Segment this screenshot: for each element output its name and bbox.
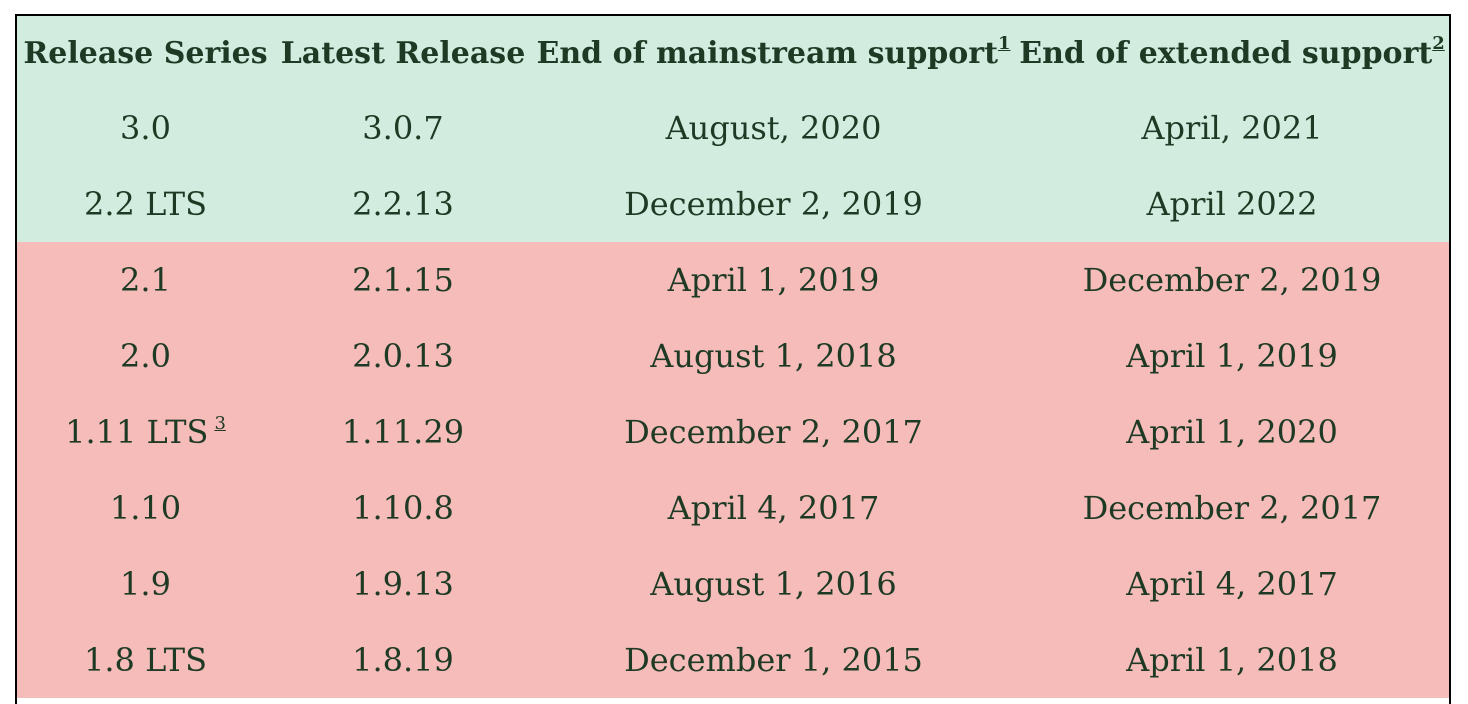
cell-release-series: 2.1 [17,242,274,318]
cell-release-series-text: 2.0 [120,337,171,375]
cell-end-extended-text: April 1, 2020 [1126,413,1338,451]
cell-latest-release-text: 2.1.15 [352,261,454,299]
cell-end-extended-text: April 1, 2019 [1126,337,1338,375]
cell-end-mainstream-text: December 2, 2017 [624,413,923,451]
cell-release-series-text: 2.2 LTS [84,185,207,223]
cell-end-extended: April 2022 [1015,166,1449,242]
cell-end-extended-text: December 2, 2017 [1082,489,1382,527]
cell-end-mainstream-text: August 1, 2018 [650,337,897,375]
cell-end-extended: April 1, 2019 [1015,318,1449,394]
header-end-mainstream-support: End of mainstream support1 [532,16,1015,90]
cell-latest-release-text: 1.11.29 [341,413,465,451]
cell-end-mainstream-text: August 1, 2016 [650,565,897,603]
cell-end-mainstream-text: August, 2020 [665,109,882,147]
cell-end-extended: December 2, 2019 [1015,242,1449,318]
cell-release-series-text: 1.8 LTS [84,641,207,679]
table-row: 2.0 2.0.13 August 1, 2018 April 1, 2019 [17,318,1449,394]
cell-latest-release: 1.11.29 [274,394,532,470]
cell-latest-release: 2.1.15 [274,242,532,318]
cell-end-extended: April 1, 2020 [1015,394,1449,470]
cell-end-extended-text: April 1, 2018 [1126,641,1338,679]
cell-release-series: 1.9 [17,546,274,622]
cell-end-extended-text: December 2, 2019 [1082,261,1382,299]
table-row: 2.1 2.1.15 April 1, 2019 December 2, 2019 [17,242,1449,318]
cell-end-extended: December 2, 2017 [1015,470,1449,546]
cell-release-series-text: 3.0 [120,109,171,147]
cell-end-mainstream: August 1, 2018 [532,318,1015,394]
table-row: 1.10 1.10.8 April 4, 2017 December 2, 2017 [17,470,1449,546]
cell-end-extended-text: April 2022 [1146,185,1318,223]
cell-end-extended: April 1, 2018 [1015,622,1449,698]
footnote-link-3[interactable]: 3 [214,413,226,434]
cell-end-mainstream-text: April 1, 2019 [667,261,880,299]
cell-end-mainstream-text: April 4, 2017 [667,489,880,527]
cell-latest-release-text: 3.0.7 [362,109,444,147]
table-row: 1.9 1.9.13 August 1, 2016 April 4, 2017 [17,546,1449,622]
release-table-frame: Release Series Latest Release End of mai… [15,14,1451,704]
footnote-link-2[interactable]: 2 [1432,32,1445,54]
cell-latest-release: 1.10.8 [274,470,532,546]
cell-latest-release: 1.9.13 [274,546,532,622]
header-release-series: Release Series [17,16,274,90]
cell-release-series: 2.0 [17,318,274,394]
cell-end-mainstream: August, 2020 [532,90,1015,166]
cell-latest-release: 3.0.7 [274,90,532,166]
cell-release-series: 3.0 [17,90,274,166]
cell-latest-release-text: 2.2.13 [352,185,454,223]
header-latest-release: Latest Release [274,16,532,90]
cell-latest-release: 2.0.13 [274,318,532,394]
cell-release-series: 1.10 [17,470,274,546]
cell-end-mainstream-text: December 2, 2019 [624,185,923,223]
cell-end-extended: April, 2021 [1015,90,1449,166]
cell-release-series-text: 1.10 [109,489,182,527]
header-end-extended-support: End of extended support2 [1015,16,1449,90]
table-header-row: Release Series Latest Release End of mai… [17,16,1449,90]
cell-release-series: 2.2 LTS [17,166,274,242]
cell-end-mainstream: April 4, 2017 [532,470,1015,546]
cell-release-series-text: 2.1 [120,261,171,299]
cell-release-series: 1.11 LTS 3 [17,394,274,470]
cell-end-mainstream: December 2, 2019 [532,166,1015,242]
cell-end-mainstream-text: December 1, 2015 [624,641,923,679]
cell-release-series: 1.8 LTS [17,622,274,698]
table-row: 3.0 3.0.7 August, 2020 April, 2021 [17,90,1449,166]
cell-end-mainstream: December 1, 2015 [532,622,1015,698]
cell-latest-release-text: 2.0.13 [352,337,454,375]
cell-end-extended-text: April, 2021 [1141,109,1323,147]
cell-end-mainstream: December 2, 2017 [532,394,1015,470]
table-row: 1.8 LTS 1.8.19 December 1, 2015 April 1, 20… [17,622,1449,698]
cell-end-extended: April 4, 2017 [1015,546,1449,622]
table-body: 3.0 3.0.7 August, 2020 April, 2021 2.2 LTS 2.… [17,90,1449,698]
cell-end-extended-text: April 4, 2017 [1126,565,1338,603]
cell-latest-release-text: 1.9.13 [352,565,454,603]
release-support-table: Release Series Latest Release End of mai… [17,16,1449,698]
table-row: 1.11 LTS 3 1.11.29 December 2, 2017 April 1,… [17,394,1449,470]
cell-latest-release-text: 1.10.8 [352,489,454,527]
cell-release-series-text: 1.11 LTS [65,413,209,451]
cell-end-mainstream: August 1, 2016 [532,546,1015,622]
table-row: 2.2 LTS 2.2.13 December 2, 2019 April 2022 [17,166,1449,242]
cell-release-series-text: 1.9 [120,565,171,603]
cell-latest-release: 2.2.13 [274,166,532,242]
footnote-link-1[interactable]: 1 [997,32,1011,54]
cell-end-mainstream: April 1, 2019 [532,242,1015,318]
cell-latest-release: 1.8.19 [274,622,532,698]
cell-latest-release-text: 1.8.19 [352,641,454,679]
